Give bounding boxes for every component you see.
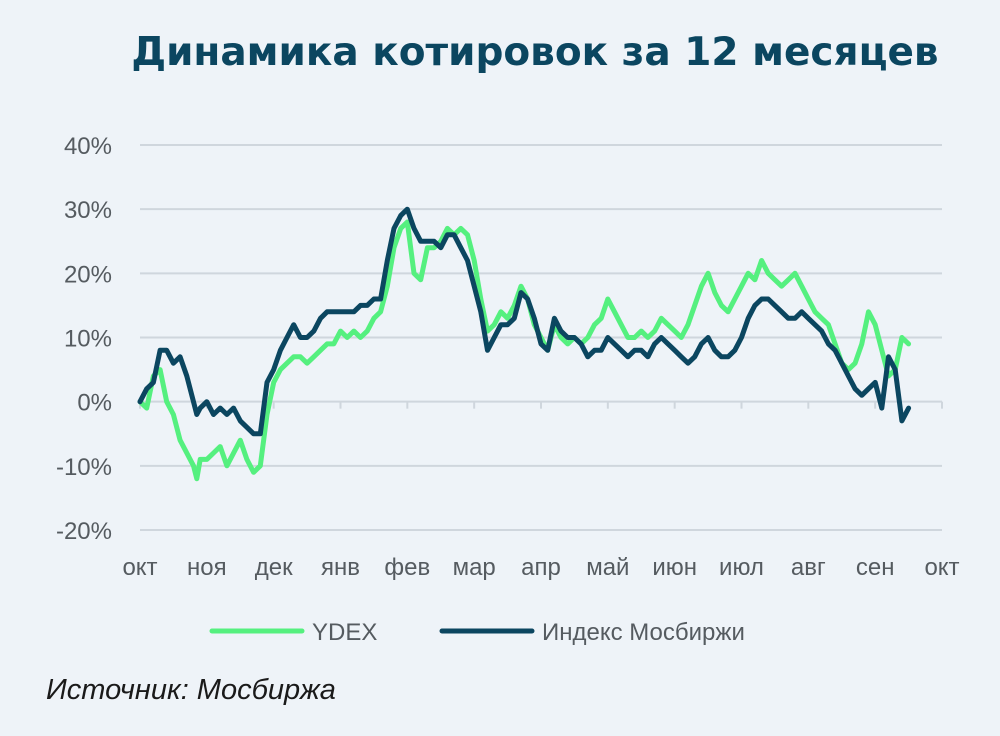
series-line bbox=[137, 206, 912, 437]
y-tick-label: 40% bbox=[64, 133, 112, 160]
x-tick-label: фев bbox=[384, 554, 430, 581]
legend-label: YDEX bbox=[312, 619, 377, 646]
x-tick-label: авг bbox=[791, 554, 826, 581]
x-tick-label: окт bbox=[924, 554, 959, 581]
x-tick-label: ноя bbox=[187, 554, 227, 581]
x-tick-label: сен bbox=[856, 554, 895, 581]
legend-label: Индекс Мосбиржи bbox=[542, 619, 745, 646]
source-note: Источник: Мосбиржа bbox=[46, 674, 336, 706]
chart-title: Динамика котировок за 12 месяцев bbox=[131, 30, 939, 75]
x-axis-ticks: окт ноя дек янв фев мар апр май июн июл авг сен окт bbox=[122, 554, 959, 581]
series-lines bbox=[137, 206, 912, 482]
y-tick-label: -10% bbox=[56, 454, 112, 481]
x-tick-label: июн bbox=[652, 554, 697, 581]
x-tick-label: мар bbox=[453, 554, 496, 581]
series-line bbox=[137, 219, 912, 482]
y-tick-label: -20% bbox=[56, 518, 112, 545]
y-axis-ticks: 40% 30% 20% 10% 0% -10% -20% bbox=[56, 133, 112, 545]
y-tick-label: 10% bbox=[64, 326, 112, 353]
y-tick-label: 0% bbox=[77, 390, 112, 417]
grid-lines bbox=[139, 144, 943, 531]
y-tick-label: 30% bbox=[64, 197, 112, 224]
x-tick-label: июл bbox=[719, 554, 764, 581]
legend: YDEX Индекс Мосбиржи bbox=[209, 619, 745, 646]
x-tick-label: окт bbox=[122, 554, 157, 581]
x-tick-label: янв bbox=[321, 554, 360, 581]
x-tick-label: май bbox=[586, 554, 629, 581]
x-tick-label: апр bbox=[521, 554, 561, 581]
x-tick-label: дек bbox=[255, 554, 293, 581]
y-tick-label: 20% bbox=[64, 261, 112, 288]
